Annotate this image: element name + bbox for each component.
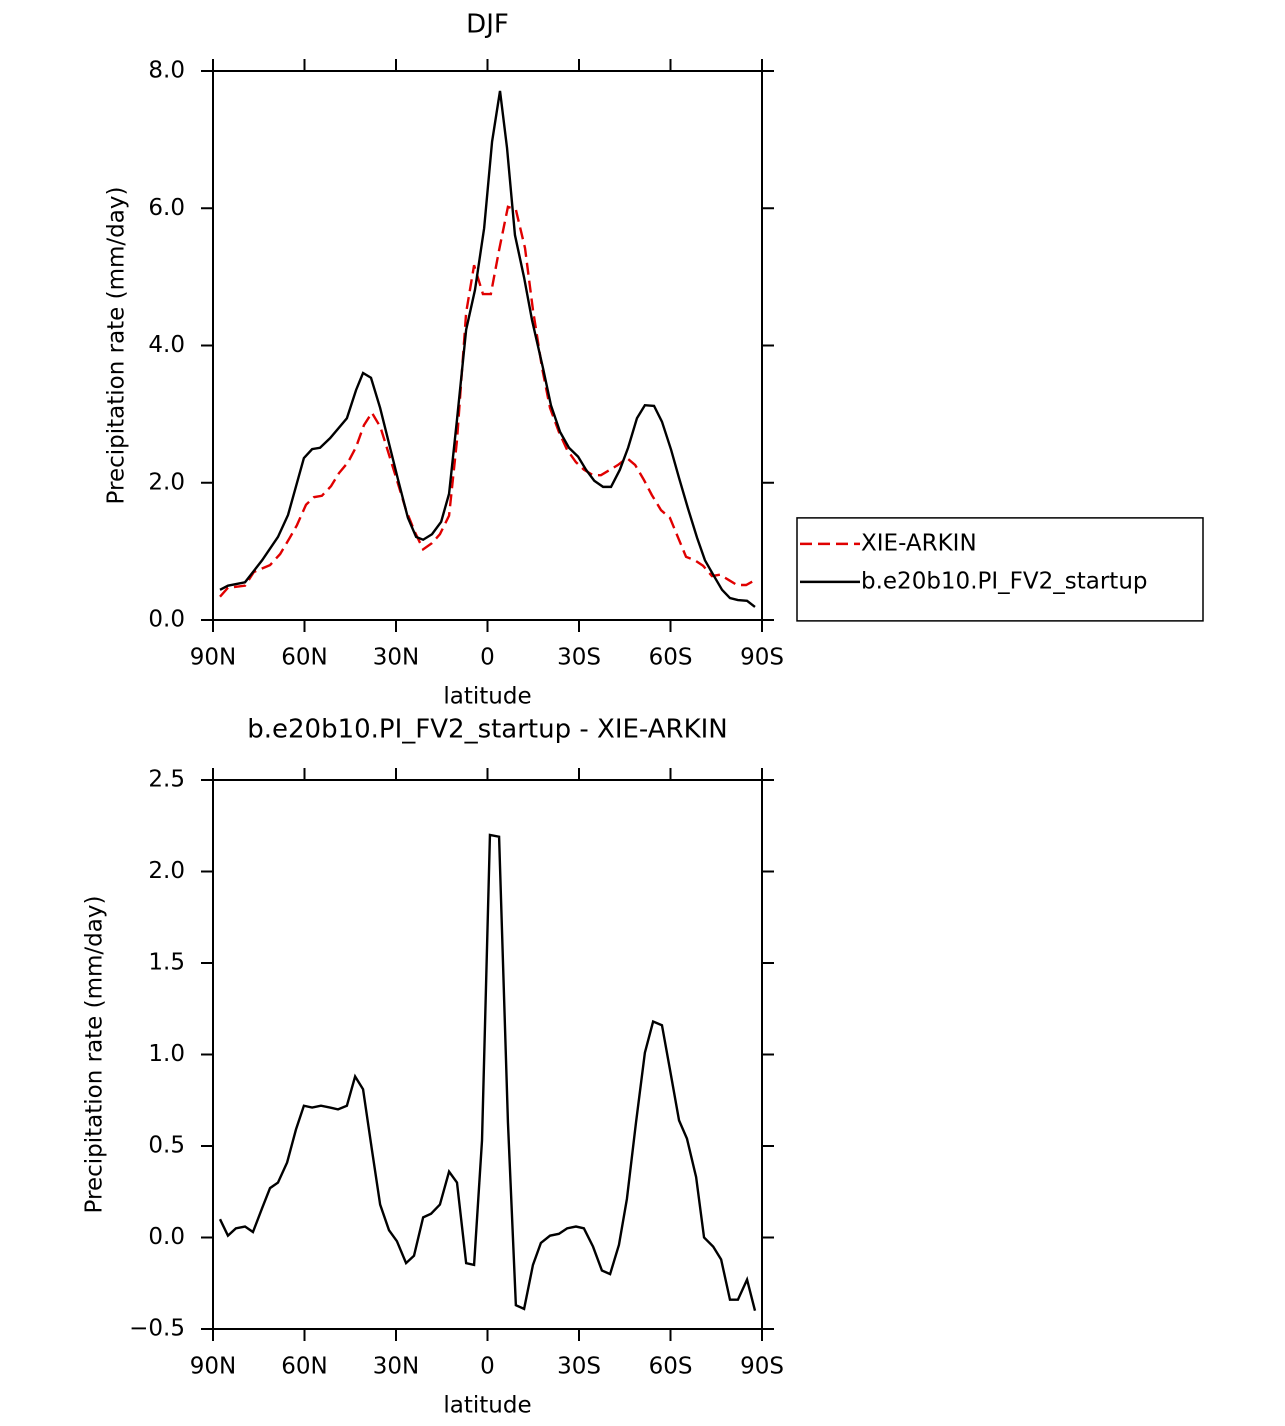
data-line <box>218 833 757 1311</box>
x-tick-label: 90S <box>740 645 784 671</box>
x-tick-label: 60N <box>281 645 327 671</box>
x-tick-label: 60S <box>649 645 693 671</box>
plot-frame <box>212 70 763 621</box>
y-tick-label: 0.0 <box>148 1224 185 1250</box>
x-tick-label: 0 <box>480 645 495 671</box>
x-axis-label: latitude <box>443 1393 531 1419</box>
y-tick-label: 0.5 <box>148 1133 185 1159</box>
y-tick-label: −0.5 <box>129 1316 185 1342</box>
x-tick-label: 60N <box>281 1354 327 1380</box>
y-tick-label: 2.0 <box>148 858 185 884</box>
x-tick-label: 30S <box>557 645 601 671</box>
y-tick-label: 6.0 <box>148 195 185 221</box>
y-axis-label: Precipitation rate (mm/day) <box>104 187 130 505</box>
x-tick-label: 30S <box>557 1354 601 1380</box>
legend-box <box>796 517 1204 622</box>
x-tick-label: 0 <box>480 1354 495 1380</box>
x-tick-label: 30N <box>373 1354 419 1380</box>
x-tick-label: 60S <box>649 1354 693 1380</box>
y-tick-label: 1.5 <box>148 950 185 976</box>
x-tick-label: 90N <box>190 1354 236 1380</box>
y-tick-label: 0.0 <box>148 607 185 633</box>
chart-title: b.e20b10.PI_FV2_startup - XIE-ARKIN <box>247 715 728 745</box>
legend-label: XIE-ARKIN <box>861 530 977 556</box>
plot-frame <box>212 779 763 1330</box>
chart-title: DJF <box>466 10 509 40</box>
y-tick-label: 2.5 <box>148 767 185 793</box>
data-line <box>219 90 756 608</box>
x-axis-label: latitude <box>443 684 531 710</box>
y-tick-label: 4.0 <box>148 332 185 358</box>
y-tick-label: 1.0 <box>148 1041 185 1067</box>
legend-label: b.e20b10.PI_FV2_startup <box>861 568 1148 594</box>
x-tick-label: 30N <box>373 645 419 671</box>
x-tick-label: 90S <box>740 1354 784 1380</box>
y-axis-label: Precipitation rate (mm/day) <box>82 896 108 1214</box>
y-tick-label: 2.0 <box>148 469 185 495</box>
x-tick-label: 90N <box>190 645 236 671</box>
y-tick-label: 8.0 <box>148 58 185 84</box>
data-line <box>219 205 756 598</box>
